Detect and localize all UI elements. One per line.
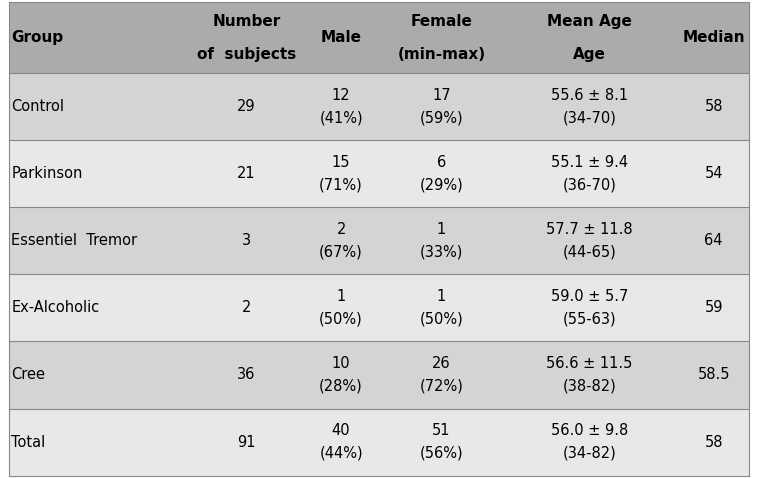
Text: 58: 58 [704, 99, 723, 114]
Text: 59: 59 [704, 300, 723, 315]
Text: Control: Control [11, 99, 64, 114]
Text: 29: 29 [237, 99, 255, 114]
Bar [9, 207, 749, 274]
Bar [9, 2, 749, 73]
Text: 91: 91 [237, 435, 255, 450]
Text: (71%): (71%) [319, 178, 363, 193]
Text: 55.1 ± 9.4: 55.1 ± 9.4 [551, 155, 628, 170]
Text: 1: 1 [437, 222, 446, 237]
Bar [9, 73, 749, 140]
Text: (44-65): (44-65) [562, 245, 616, 260]
Text: (33%): (33%) [420, 245, 463, 260]
Text: Ex-Alcoholic: Ex-Alcoholic [11, 300, 99, 315]
Text: Mean Age: Mean Age [547, 14, 631, 29]
Text: (34-82): (34-82) [562, 446, 616, 461]
Text: 54: 54 [704, 166, 723, 181]
Text: Female: Female [411, 14, 472, 29]
Text: (36-70): (36-70) [562, 178, 616, 193]
Text: 36: 36 [237, 368, 255, 382]
Bar [9, 409, 749, 476]
Text: Group: Group [11, 30, 64, 45]
Bar [9, 341, 749, 409]
Text: (44%): (44%) [319, 446, 363, 461]
Text: 59.0 ± 5.7: 59.0 ± 5.7 [550, 289, 628, 304]
Text: 6: 6 [437, 155, 446, 170]
Text: 56.0 ± 9.8: 56.0 ± 9.8 [551, 423, 628, 438]
Text: (38-82): (38-82) [562, 379, 616, 394]
Text: 2: 2 [337, 222, 346, 237]
Text: 56.6 ± 11.5: 56.6 ± 11.5 [547, 356, 632, 371]
Text: Parkinson: Parkinson [11, 166, 83, 181]
Text: (34-70): (34-70) [562, 110, 616, 126]
Text: 1: 1 [337, 289, 346, 304]
Text: of  subjects: of subjects [197, 46, 296, 62]
Text: (29%): (29%) [420, 178, 463, 193]
Text: (min-max): (min-max) [397, 46, 486, 62]
Text: 58.5: 58.5 [697, 368, 730, 382]
Text: 12: 12 [332, 88, 350, 103]
Text: (59%): (59%) [420, 110, 463, 126]
Text: 17: 17 [432, 88, 451, 103]
Text: 40: 40 [332, 423, 350, 438]
Text: (67%): (67%) [319, 245, 363, 260]
Text: (56%): (56%) [420, 446, 463, 461]
Text: Cree: Cree [11, 368, 45, 382]
Text: 10: 10 [332, 356, 350, 371]
Text: 57.7 ± 11.8: 57.7 ± 11.8 [546, 222, 633, 237]
Bar [9, 274, 749, 341]
Text: 3: 3 [242, 233, 251, 249]
Text: 21: 21 [237, 166, 255, 181]
Text: 64: 64 [704, 233, 723, 249]
Text: (50%): (50%) [319, 312, 363, 327]
Text: (28%): (28%) [319, 379, 363, 394]
Text: Age: Age [573, 46, 606, 62]
Text: 1: 1 [437, 289, 446, 304]
Text: 55.6 ± 8.1: 55.6 ± 8.1 [551, 88, 628, 103]
Text: Number: Number [212, 14, 280, 29]
Text: Male: Male [321, 30, 362, 45]
Text: 58: 58 [704, 435, 723, 450]
Text: 2: 2 [242, 300, 251, 315]
Text: Total: Total [11, 435, 45, 450]
Bar [9, 140, 749, 207]
Text: (72%): (72%) [420, 379, 463, 394]
Text: Essentiel  Tremor: Essentiel Tremor [11, 233, 137, 249]
Text: 26: 26 [432, 356, 451, 371]
Text: Median: Median [682, 30, 745, 45]
Text: (50%): (50%) [420, 312, 463, 327]
Text: (41%): (41%) [319, 110, 363, 126]
Text: 51: 51 [432, 423, 451, 438]
Text: (55-63): (55-63) [562, 312, 616, 327]
Text: 15: 15 [332, 155, 350, 170]
